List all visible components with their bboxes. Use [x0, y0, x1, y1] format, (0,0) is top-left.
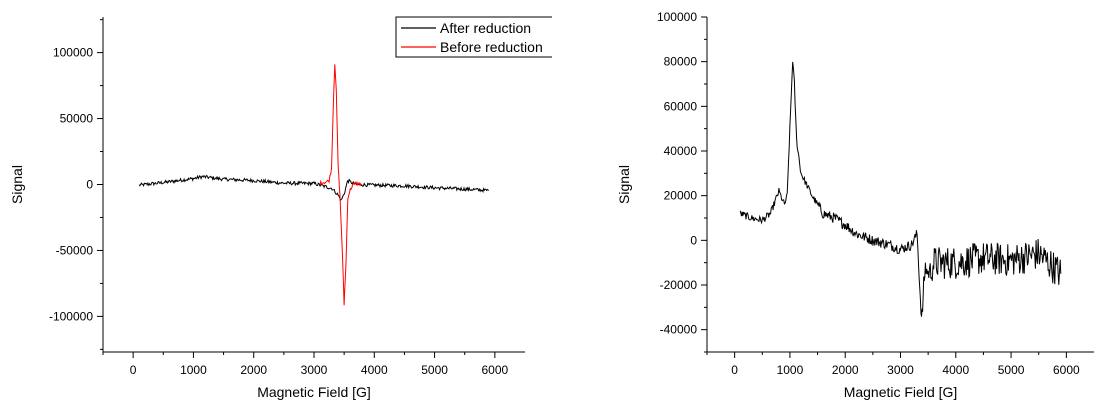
x-tick-label: 5000 — [421, 363, 448, 377]
y-tick-label: 60000 — [664, 99, 698, 113]
y-tick-label: 100000 — [657, 10, 697, 24]
chart-left: 0 1000 2000 3000 4000 5000 6000 -100000 -50000 0 5… — [9, 16, 552, 400]
y-tick-label: 40000 — [664, 144, 698, 158]
y-tick-label: 0 — [690, 233, 697, 247]
y-tick-label: 20000 — [664, 189, 698, 203]
x-axis-label: Magnetic Field [G] — [257, 384, 371, 400]
y-tick-label: -50000 — [56, 243, 94, 257]
x-tick-label: 6000 — [482, 363, 509, 377]
x-tick-label: 1000 — [777, 363, 804, 377]
y-axis-label: Signal — [9, 165, 25, 204]
y-axis-label: Signal — [616, 165, 632, 204]
y-tick-label: 0 — [86, 178, 93, 192]
legend-label: After reduction — [440, 20, 531, 36]
x-axis-label: Magnetic Field [G] — [844, 384, 958, 400]
x-tick-label: 0 — [130, 363, 137, 377]
x-tick-label: 4000 — [942, 363, 969, 377]
x-tick-label: 1000 — [180, 363, 207, 377]
x-tick-label: 6000 — [1053, 363, 1080, 377]
x-tick-label: 5000 — [998, 363, 1025, 377]
y-tick-label: -100000 — [49, 309, 93, 323]
y-tick-label: 80000 — [664, 55, 698, 69]
x-tick-label: 2000 — [832, 363, 859, 377]
y-tick-label: -20000 — [660, 278, 698, 292]
x-tick-label: 0 — [731, 363, 738, 377]
y-tick-label: -40000 — [660, 323, 698, 337]
series-line-before-reduction — [319, 64, 363, 306]
legend-label: Before reduction — [440, 39, 543, 55]
series-line-after-reduction — [138, 174, 489, 202]
series-line-0 — [739, 61, 1062, 317]
y-tick-label: 100000 — [53, 46, 93, 60]
legend-box — [395, 16, 552, 58]
x-tick-label: 2000 — [240, 363, 267, 377]
chart-right: 0 1000 2000 3000 4000 5000 6000 -40000 -20000 0 20… — [616, 10, 1094, 400]
y-tick-label: 50000 — [60, 112, 94, 126]
x-tick-label: 4000 — [361, 363, 388, 377]
x-tick-label: 3000 — [887, 363, 914, 377]
x-tick-label: 3000 — [301, 363, 328, 377]
